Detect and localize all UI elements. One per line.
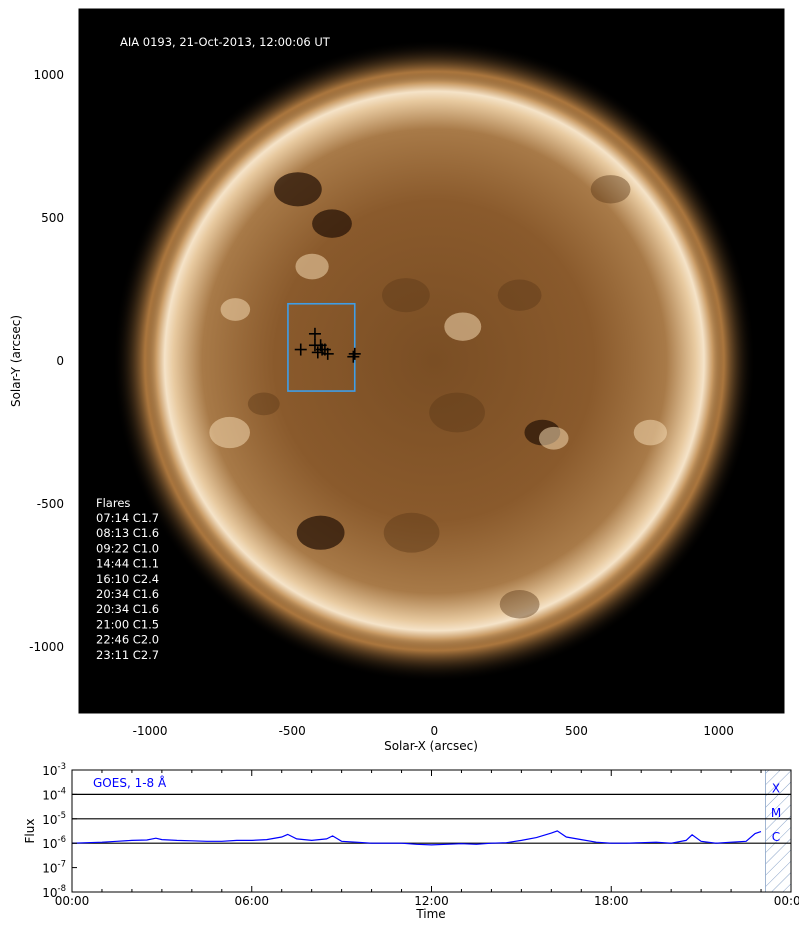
disk-feature [296, 515, 345, 550]
disk-feature [247, 392, 280, 416]
goes-x-tick-label: 12:00 [414, 894, 449, 908]
disk-feature [382, 278, 430, 313]
x-tick-label: 0 [431, 724, 439, 738]
disk-feature [383, 512, 440, 553]
x-tick-label: 1000 [703, 724, 734, 738]
goes-series-label: GOES, 1-8 Å [93, 775, 167, 790]
goes-x-tick-label: 18:00 [594, 894, 629, 908]
goes-class-labels: XMC [771, 781, 781, 844]
flare-marker [347, 350, 360, 363]
flare-markers [294, 327, 361, 363]
bright-region [633, 419, 668, 446]
image-title: AIA 0193, 21-Oct-2013, 12:00:06 UT [120, 35, 331, 49]
flare-legend-heading: Flares [96, 496, 130, 510]
goes-ticks: 00:00 06:00 12:00 18:00 00:00 10-3 10-4 10-5 10-… [42, 762, 799, 908]
goes-x-tick-label: 00:00 [55, 894, 90, 908]
goes-y-tick-label: 10-6 [42, 835, 66, 851]
solar-disk [144, 71, 725, 651]
goes-y-label: Flux [23, 819, 37, 844]
goes-x-label: Time [415, 907, 445, 921]
disk-feature [499, 590, 540, 619]
class-label: C [772, 830, 780, 844]
goes-shaded-region [765, 769, 792, 893]
flare-marker [308, 327, 321, 340]
flare-marker [348, 347, 361, 360]
y-tick-label: 0 [56, 354, 64, 368]
bright-region [538, 426, 569, 450]
goes-x-tick-label: 06:00 [234, 894, 269, 908]
disk-feature [429, 392, 485, 433]
flare-legend-entry: 08:13 C1.6 [96, 526, 159, 540]
class-label: X [772, 781, 780, 795]
image-ticks: -1000 -500 0 500 1000 -1000 -500 0 500 1000 [29, 9, 784, 738]
goes-panel: GOES, 1-8 Å XMC 00:00 06:00 12:00 18:00 00:0… [23, 762, 799, 921]
bright-region [444, 312, 482, 341]
y-tick-label: 1000 [33, 68, 64, 82]
disk-feature [312, 209, 352, 238]
flare-legend-entry: 20:34 C1.6 [96, 602, 159, 616]
goes-x-tick-label: 00:00 [774, 894, 799, 908]
bright-region [209, 416, 250, 449]
y-tick-label: -500 [37, 497, 64, 511]
x-axis-label: Solar-X (arcsec) [384, 739, 478, 753]
flare-marker [294, 343, 307, 356]
solar-image-panel: AIA 0193, 21-Oct-2013, 12:00:06 UT Flare… [9, 8, 785, 753]
disk-texture [209, 172, 668, 619]
flare-legend-entry: 09:22 C1.0 [96, 541, 159, 555]
y-tick-label: -1000 [29, 640, 64, 654]
x-tick-label: -500 [279, 724, 306, 738]
region-box [287, 302, 356, 392]
goes-y-tick-label: 10-5 [42, 811, 66, 827]
y-tick-label: 500 [41, 211, 64, 225]
x-tick-label: -1000 [133, 724, 168, 738]
class-label: M [771, 806, 781, 820]
bright-region [295, 253, 329, 280]
flare-legend-entry: 23:11 C2.7 [96, 648, 159, 662]
goes-y-tick-label: 10-3 [42, 762, 66, 778]
flare-legend-entry: 14:44 C1.1 [96, 557, 159, 571]
disk-feature [497, 279, 542, 311]
disk-feature [590, 175, 631, 204]
flare-legend-entry: 16:10 C2.4 [96, 572, 159, 586]
flare-marker [321, 347, 334, 360]
flare-legend-entry: 20:34 C1.6 [96, 587, 159, 601]
flare-legend-entry: 21:00 C1.5 [96, 617, 159, 631]
goes-y-tick-label: 10-4 [42, 786, 66, 802]
x-tick-label: 500 [565, 724, 588, 738]
goes-y-tick-label: 10-8 [42, 884, 66, 900]
flare-legend-entry: 22:46 C2.0 [96, 633, 159, 647]
y-axis-label: Solar-Y (arcsec) [9, 315, 23, 407]
bright-region [220, 298, 251, 321]
goes-y-tick-label: 10-7 [42, 860, 66, 876]
flare-marker [311, 346, 324, 359]
goes-background [72, 770, 791, 892]
disk-feature [274, 172, 322, 207]
goes-series-line [72, 830, 762, 846]
flare-legend-entry: 07:14 C1.7 [96, 511, 159, 525]
